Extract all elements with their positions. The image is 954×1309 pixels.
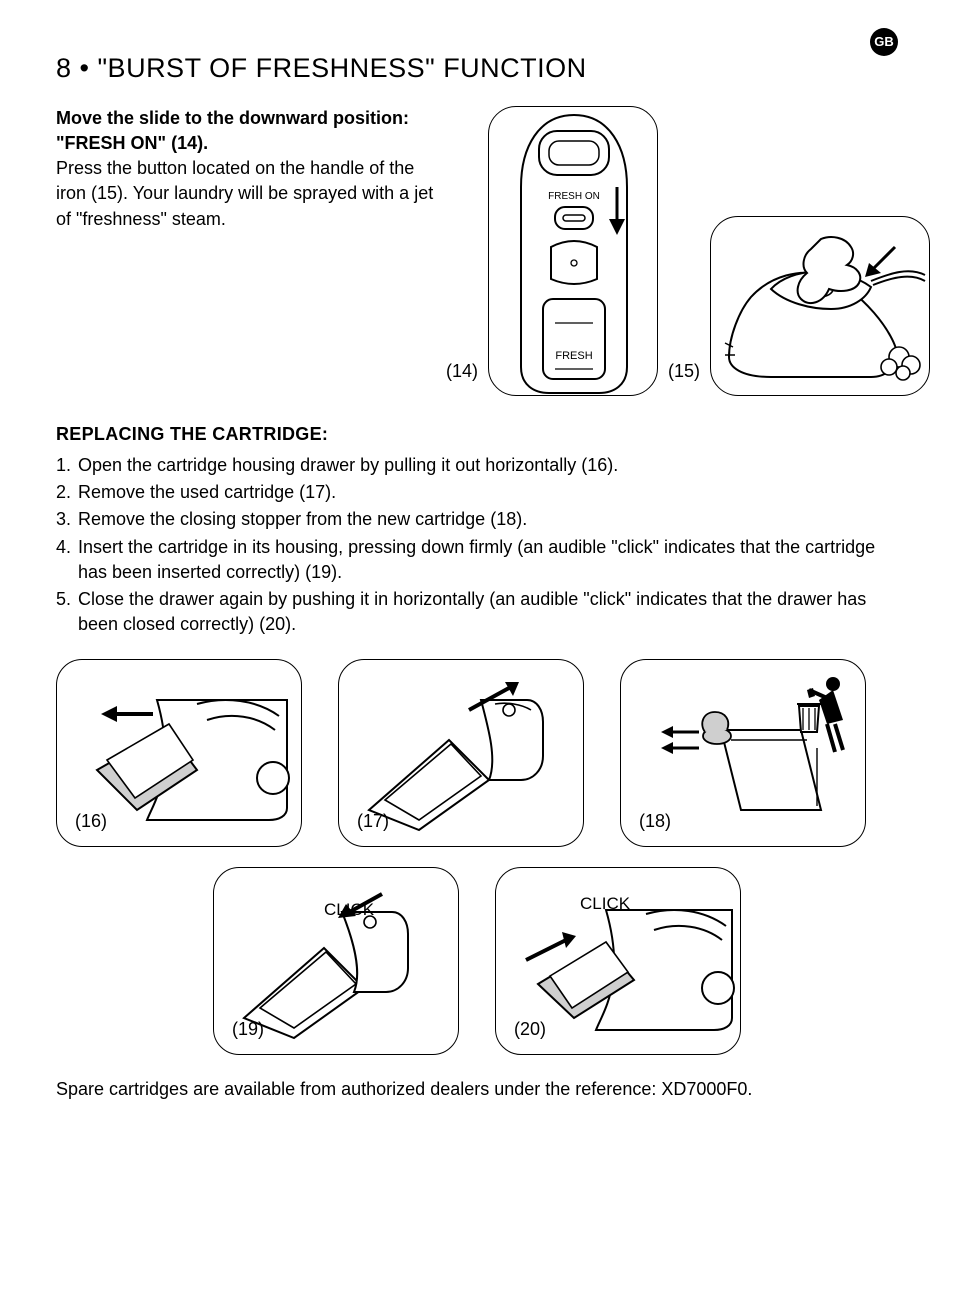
intro-row: Move the slide to the downward position:…: [56, 106, 898, 396]
fig16-number: (16): [75, 809, 107, 834]
replace-steps: 1.Open the cartridge housing drawer by p…: [56, 453, 898, 637]
step-5-text: Close the drawer again by pushing it in …: [78, 587, 898, 637]
figure-row-1: (16) (17): [56, 659, 898, 847]
figure-19: CLICK (19): [213, 867, 459, 1055]
intro-text: Move the slide to the downward position:…: [56, 106, 436, 232]
section-title: 8 • "BURST OF FRESHNESS" FUNCTION: [56, 50, 898, 88]
figure-14: FRESH ON FRESH: [488, 106, 658, 396]
fig19-click-label: CLICK: [324, 898, 374, 922]
step-2: 2.Remove the used cartridge (17).: [56, 480, 898, 505]
figure-17: (17): [338, 659, 584, 847]
fig20-click-label: CLICK: [580, 892, 630, 916]
step-5: 5.Close the drawer again by pushing it i…: [56, 587, 898, 637]
fresh-label: FRESH: [555, 350, 592, 362]
step-3-text: Remove the closing stopper from the new …: [78, 507, 898, 532]
step-1-text: Open the cartridge housing drawer by pul…: [78, 453, 898, 478]
step-2-text: Remove the used cartridge (17).: [78, 480, 898, 505]
footnote: Spare cartridges are available from auth…: [56, 1077, 898, 1102]
intro-bold-1: Move the slide to the downward position:: [56, 106, 436, 131]
fig19-number: (19): [232, 1017, 264, 1042]
fig20-number: (20): [514, 1017, 546, 1042]
figure-20: CLICK (20): [495, 867, 741, 1055]
replace-heading: REPLACING THE CARTRIDGE:: [56, 422, 898, 447]
language-badge: GB: [870, 28, 898, 56]
fig14-number: (14): [446, 359, 478, 384]
step-4: 4.Insert the cartridge in its housing, p…: [56, 535, 898, 585]
figure-16: (16): [56, 659, 302, 847]
intro-bold-2: "FRESH ON" (14).: [56, 131, 436, 156]
top-figures: (14) FRESH ON: [446, 106, 930, 396]
step-3: 3.Remove the closing stopper from the ne…: [56, 507, 898, 532]
fig15-number: (15): [668, 359, 700, 384]
fig17-number: (17): [357, 809, 389, 834]
intro-plain: Press the button located on the handle o…: [56, 156, 436, 232]
figure-row-2: CLICK (19) CLICK (20): [56, 867, 898, 1055]
fig18-number: (18): [639, 809, 671, 834]
figure-15: [710, 216, 930, 396]
figure-18: (18): [620, 659, 866, 847]
figure-grid: (16) (17): [56, 659, 898, 1055]
step-1: 1.Open the cartridge housing drawer by p…: [56, 453, 898, 478]
fresh-on-label: FRESH ON: [548, 191, 600, 202]
step-4-text: Insert the cartridge in its housing, pre…: [78, 535, 898, 585]
